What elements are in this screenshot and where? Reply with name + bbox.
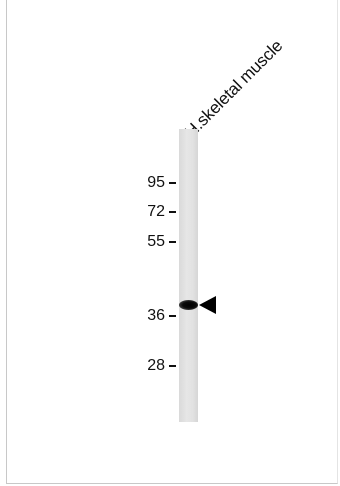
blot-frame	[6, 0, 338, 484]
marker-label: 28	[147, 357, 165, 374]
marker-36: 36	[110, 306, 176, 326]
marker-tick	[169, 211, 176, 213]
marker-label: 36	[147, 307, 165, 324]
marker-72: 72	[110, 202, 176, 222]
marker-tick	[169, 182, 176, 184]
marker-tick	[169, 365, 176, 367]
marker-tick	[169, 315, 176, 317]
marker-label: 55	[147, 233, 165, 250]
protein-band	[179, 300, 198, 310]
marker-label: 95	[147, 174, 165, 191]
marker-95: 95	[110, 173, 176, 193]
marker-tick	[169, 241, 176, 243]
marker-label: 72	[147, 203, 165, 220]
left-triangle-arrow-icon	[199, 296, 216, 314]
marker-55: 55	[110, 232, 176, 252]
blot-lane	[179, 129, 198, 422]
marker-28: 28	[110, 356, 176, 376]
